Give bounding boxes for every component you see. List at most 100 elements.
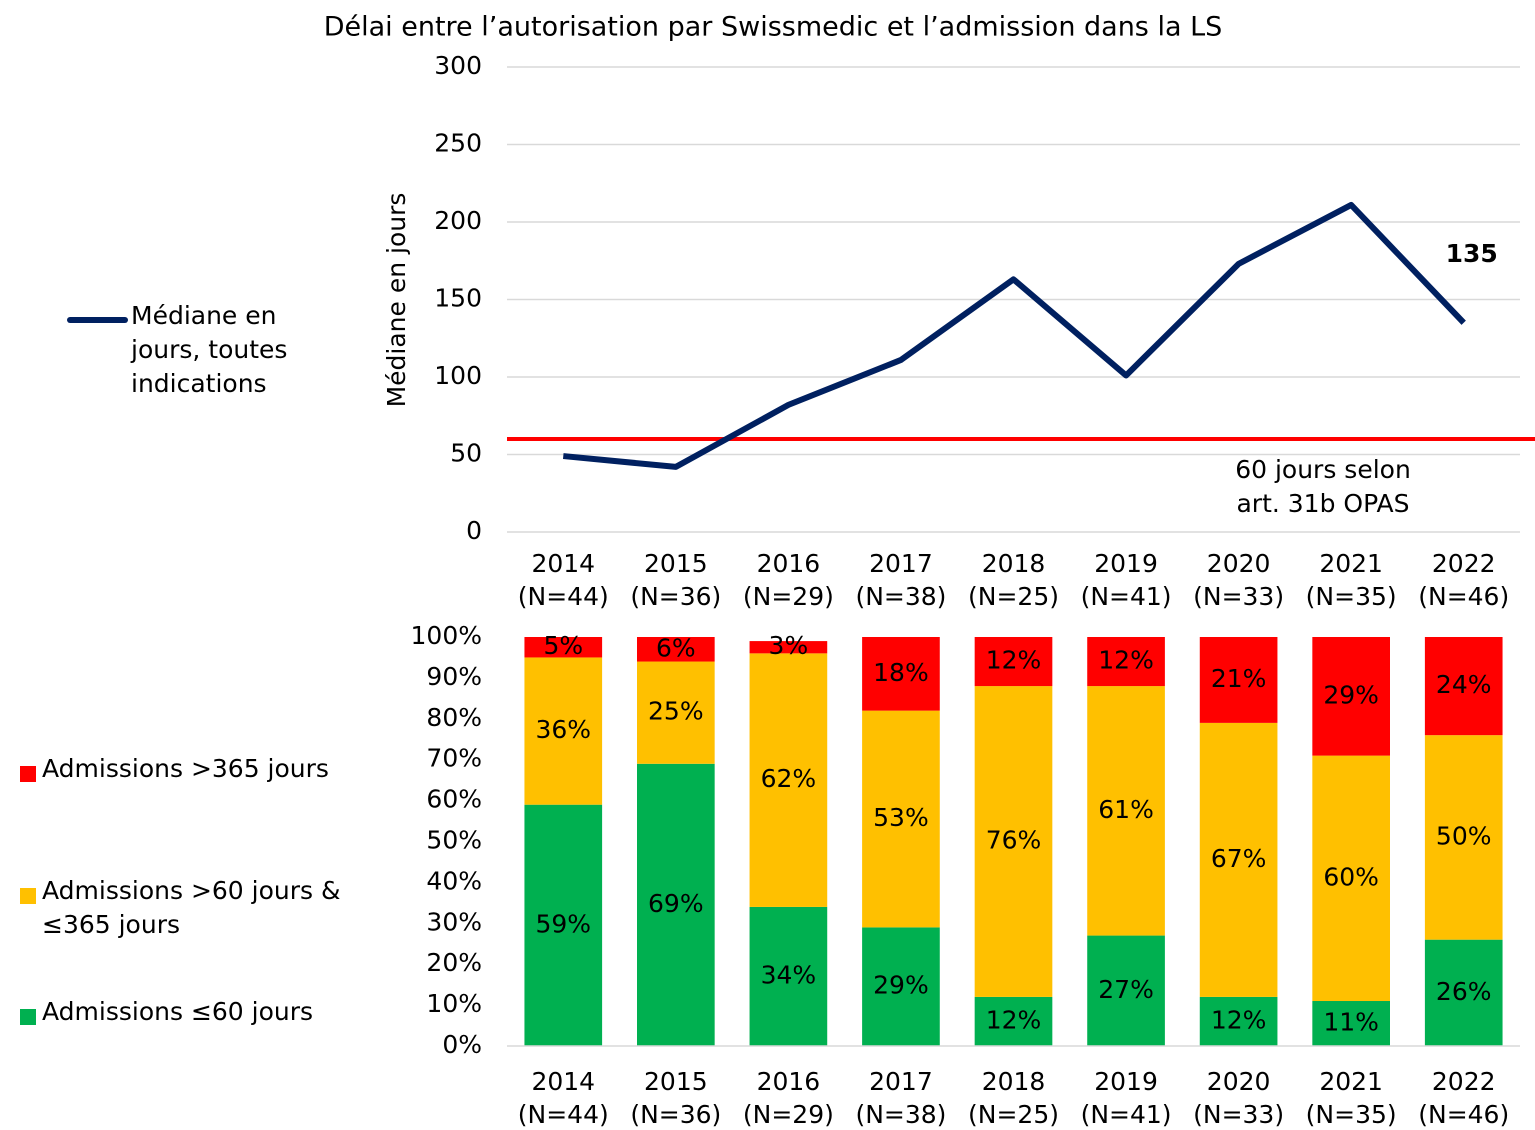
x-tick-label-line: 2022	[1432, 549, 1496, 578]
x-tick-label: 2018 (N=25)	[968, 1067, 1059, 1129]
x-tick-label-line: 2015	[644, 549, 708, 578]
data-label: 29%	[873, 971, 929, 1000]
bar-segment	[862, 927, 940, 1046]
x-tick-label-line: 2017	[869, 1067, 933, 1096]
bar-segment	[1424, 735, 1503, 940]
data-label: 5%	[543, 631, 583, 660]
data-label: 11%	[1323, 1008, 1379, 1037]
x-tick-label-line: 2017	[869, 549, 933, 578]
data-label: 12%	[986, 646, 1042, 675]
x-tick-label-line: (N=36)	[630, 1100, 721, 1129]
data-label: 12%	[986, 1005, 1042, 1034]
x-tick-label: 2022 (N=46)	[1418, 549, 1509, 611]
x-tick-label-line: 2021	[1319, 549, 1383, 578]
data-label: 50%	[1436, 821, 1492, 850]
x-tick-label-line: 2020	[1207, 1067, 1271, 1096]
y-tick-label: 40%	[426, 866, 482, 895]
y-tick-label: 70%	[426, 744, 482, 773]
bar-segment	[1312, 1001, 1390, 1046]
y-tick-label: 250	[434, 129, 482, 158]
x-tick-label-line: (N=36)	[630, 582, 721, 611]
bar-segment	[1199, 722, 1278, 997]
data-label: 67%	[1211, 844, 1267, 873]
y-tick-label: 30%	[426, 907, 482, 936]
bar-segment	[862, 710, 940, 928]
bar-segment	[1312, 637, 1390, 756]
bar-segment	[749, 641, 828, 654]
x-tick-label: 2017 (N=38)	[855, 549, 946, 611]
y-tick-label: 50%	[426, 826, 482, 855]
x-tick-label: 2020 (N=33)	[1193, 549, 1284, 611]
x-tick-label-line: (N=33)	[1193, 1100, 1284, 1129]
data-label: 12%	[1098, 646, 1154, 675]
y-tick-label: 80%	[426, 703, 482, 732]
bar-segment	[974, 686, 1053, 997]
bar-segment	[637, 661, 715, 764]
x-tick-label: 2014 (N=44)	[518, 549, 609, 611]
bar-segment	[974, 996, 1053, 1046]
line-series	[562, 201, 1466, 470]
data-label: 25%	[648, 697, 704, 726]
data-label: 61%	[1098, 795, 1154, 824]
legend-marker	[20, 766, 36, 782]
y-tick-label: 150	[434, 284, 482, 313]
y-tick-label: 20%	[426, 948, 482, 977]
data-label: 135	[1446, 239, 1498, 268]
data-label: 60%	[1323, 862, 1379, 891]
x-tick-label-line: 2014	[531, 549, 595, 578]
data-label: 29%	[1323, 680, 1379, 709]
data-label: 59%	[535, 909, 591, 938]
x-tick-label-line: 2016	[757, 549, 821, 578]
bar-segment	[524, 804, 603, 1046]
x-tick-label-line: (N=46)	[1418, 1100, 1509, 1129]
x-tick-label: 2016 (N=29)	[743, 1067, 834, 1129]
legend-label: Admissions >60 jours & ≤365 jours	[42, 876, 341, 939]
x-tick-label-line: 2018	[982, 1067, 1046, 1096]
legend-marker	[20, 888, 36, 904]
x-tick-label-line: (N=35)	[1306, 1100, 1397, 1129]
x-tick-label: 2019 (N=41)	[1081, 1067, 1172, 1129]
data-label: 62%	[761, 764, 817, 793]
x-tick-label-line: 2022	[1432, 1067, 1496, 1096]
data-label: 69%	[648, 889, 704, 918]
x-tick-label-line: (N=25)	[968, 1100, 1059, 1129]
data-label: 53%	[873, 803, 929, 832]
bar-segment	[862, 637, 940, 711]
x-tick-label: 2017 (N=38)	[855, 1067, 946, 1129]
y-axis-title: Médiane en jours	[382, 193, 411, 408]
bar-segment	[1424, 637, 1503, 736]
bar-segment	[1087, 686, 1165, 936]
x-tick-label-line: (N=25)	[968, 582, 1059, 611]
legend-marker	[20, 1009, 36, 1025]
bar-segment	[524, 637, 603, 658]
y-tick-label: 100%	[411, 621, 482, 650]
x-tick-label-line: (N=41)	[1081, 582, 1172, 611]
reference-label: 60 jours selon	[1235, 455, 1411, 484]
x-tick-label-line: 2016	[757, 1067, 821, 1096]
chart-title: Délai entre l’autorisation par Swissmedi…	[324, 12, 1223, 43]
x-tick-label-line: 2019	[1094, 549, 1158, 578]
x-tick-label-line: 2019	[1094, 1067, 1158, 1096]
bar-segment	[524, 657, 603, 805]
y-tick-label: 90%	[426, 662, 482, 691]
x-tick-label-line: 2014	[531, 1067, 595, 1096]
x-tick-label: 2016 (N=29)	[743, 549, 834, 611]
x-tick-label: 2022 (N=46)	[1418, 1067, 1509, 1129]
y-tick-label: 100	[434, 361, 482, 390]
x-tick-label: 2020 (N=33)	[1193, 1067, 1284, 1129]
x-tick-label-line: (N=35)	[1306, 582, 1397, 611]
legend-label: Médiane en jours, toutes indications	[131, 301, 288, 398]
x-tick-label-line: (N=44)	[518, 1100, 609, 1129]
reference-label: art. 31b OPAS	[1236, 489, 1409, 518]
data-label: 34%	[761, 960, 817, 989]
x-tick-label-line: 2018	[982, 549, 1046, 578]
x-tick-label: 2019 (N=41)	[1081, 549, 1172, 611]
data-label: 76%	[986, 826, 1042, 855]
x-tick-label-line: (N=38)	[855, 1100, 946, 1129]
x-tick-label-line: 2020	[1207, 549, 1271, 578]
y-tick-label: 0%	[442, 1030, 482, 1059]
data-label: 36%	[535, 715, 591, 744]
y-tick-label: 200	[434, 206, 482, 235]
data-label: 18%	[873, 658, 929, 687]
